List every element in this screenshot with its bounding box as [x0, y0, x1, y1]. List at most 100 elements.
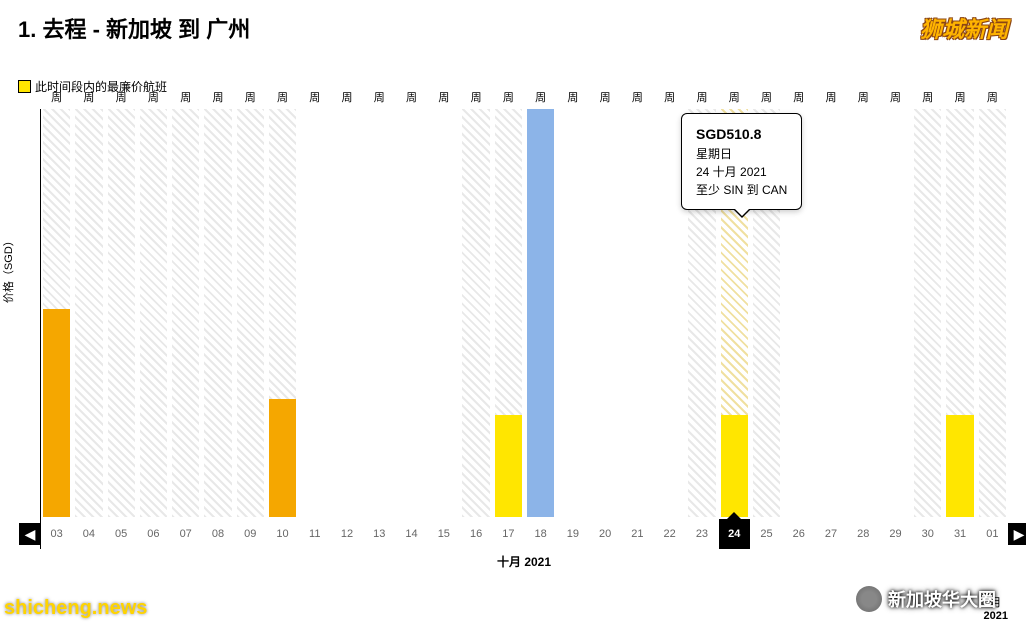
date-cell[interactable]: 19 — [557, 519, 588, 549]
bar-slot[interactable] — [590, 109, 621, 517]
date-cell[interactable]: 31 — [944, 519, 975, 549]
weekday-cell: 周 — [880, 89, 911, 105]
weekday-cell: 周 — [138, 89, 169, 105]
date-cell[interactable]: 12 — [331, 519, 362, 549]
date-cell[interactable]: 15 — [428, 519, 459, 549]
date-cell[interactable]: 03 — [41, 519, 72, 549]
date-cell[interactable]: 09 — [235, 519, 266, 549]
weekday-cell: 周 — [751, 89, 782, 105]
date-cell[interactable]: 17 — [493, 519, 524, 549]
tooltip-weekday: 星期日 — [696, 145, 787, 163]
date-cell[interactable]: 10 — [267, 519, 298, 549]
price-bar[interactable] — [946, 415, 973, 517]
bar-slot[interactable] — [41, 109, 72, 517]
weekday-cell: 周 — [460, 89, 491, 105]
bar-slot[interactable] — [428, 109, 459, 517]
weekday-cell: 周 — [364, 89, 395, 105]
bar-slot[interactable] — [73, 109, 104, 517]
price-bar[interactable] — [43, 309, 70, 517]
weekday-cell: 周 — [912, 89, 943, 105]
page-title: 1. 去程 - 新加坡 到 广州 — [18, 12, 250, 44]
bar-slot[interactable] — [267, 109, 298, 517]
date-cell[interactable]: 27 — [815, 519, 846, 549]
date-cell[interactable]: 26 — [783, 519, 814, 549]
tooltip-route: 至少 SIN 到 CAN — [696, 181, 787, 199]
weekday-cell: 周 — [525, 89, 556, 105]
date-cell[interactable]: 08 — [202, 519, 233, 549]
watermark-left: shicheng.news — [4, 597, 147, 620]
price-bar[interactable] — [721, 415, 748, 517]
watermark-right-text: 新加坡华大圈 — [888, 586, 996, 612]
bar-slot[interactable] — [396, 109, 427, 517]
weekday-cell: 周 — [396, 89, 427, 105]
bar-slot[interactable] — [331, 109, 362, 517]
weekday-cell: 周 — [557, 89, 588, 105]
date-cell[interactable]: 04 — [73, 519, 104, 549]
date-cell[interactable]: 21 — [622, 519, 653, 549]
date-cell[interactable]: 13 — [364, 519, 395, 549]
price-bar-chart: 价格（SGD） 周周周周周周周周周周周周周周周周周周周周周周周周周周周周周周 ◀… — [40, 109, 1008, 549]
date-cell[interactable]: 18 — [525, 519, 556, 549]
bar-background-hatch — [914, 109, 941, 517]
bar-slot[interactable] — [138, 109, 169, 517]
weekday-cell: 周 — [686, 89, 717, 105]
date-cell[interactable]: 25 — [751, 519, 782, 549]
price-bar[interactable] — [495, 415, 522, 517]
date-cell[interactable]: 01 — [977, 519, 1008, 549]
date-cell[interactable]: 29 — [880, 519, 911, 549]
bar-slot[interactable] — [622, 109, 653, 517]
bar-slot[interactable] — [202, 109, 233, 517]
date-cell[interactable]: 05 — [106, 519, 137, 549]
weekday-cell: 周 — [267, 89, 298, 105]
date-cell[interactable]: 11 — [299, 519, 330, 549]
bar-slot[interactable] — [880, 109, 911, 517]
weekday-cell: 周 — [331, 89, 362, 105]
bar-slot[interactable] — [170, 109, 201, 517]
tooltip-date: 24 十月 2021 — [696, 163, 787, 181]
weekday-cell: 周 — [590, 89, 621, 105]
weekday-cell: 周 — [622, 89, 653, 105]
weekday-cell: 周 — [944, 89, 975, 105]
date-cell[interactable]: 22 — [654, 519, 685, 549]
bar-slot[interactable] — [815, 109, 846, 517]
bar-slot[interactable] — [557, 109, 588, 517]
bar-slot[interactable] — [299, 109, 330, 517]
price-bar[interactable] — [527, 109, 554, 517]
bar-slot[interactable] — [977, 109, 1008, 517]
date-cell[interactable]: 23 — [686, 519, 717, 549]
bar-slot[interactable] — [912, 109, 943, 517]
bar-slot[interactable] — [525, 109, 556, 517]
bar-slot[interactable] — [106, 109, 137, 517]
bar-slot[interactable] — [848, 109, 879, 517]
date-cell[interactable]: 28 — [848, 519, 879, 549]
date-cell[interactable]: 30 — [912, 519, 943, 549]
date-cell[interactable]: 24 — [719, 519, 750, 549]
date-cell[interactable]: 20 — [590, 519, 621, 549]
bar-slot[interactable] — [235, 109, 266, 517]
bar-background-hatch — [979, 109, 1006, 517]
weekday-cell: 周 — [428, 89, 459, 105]
date-cell[interactable]: 14 — [396, 519, 427, 549]
bar-slot[interactable] — [460, 109, 491, 517]
bar-slot[interactable] — [364, 109, 395, 517]
bar-slot[interactable] — [493, 109, 524, 517]
bar-background-hatch — [75, 109, 102, 517]
chart-area: 周周周周周周周周周周周周周周周周周周周周周周周周周周周周周周 ◀ ▶ 03040… — [40, 109, 1008, 549]
bar-background-hatch — [204, 109, 231, 517]
bar-slot[interactable] — [944, 109, 975, 517]
weekday-cell: 周 — [170, 89, 201, 105]
weekday-cell: 周 — [41, 89, 72, 105]
tooltip-price: SGD510.8 — [696, 124, 787, 145]
next-button[interactable]: ▶ — [1008, 523, 1026, 545]
prev-button[interactable]: ◀ — [19, 523, 41, 545]
date-cell[interactable]: 07 — [170, 519, 201, 549]
bar-background-hatch — [237, 109, 264, 517]
brand-logo: 狮城新闻 — [920, 12, 1008, 44]
wechat-icon — [856, 586, 882, 612]
price-bar[interactable] — [269, 399, 296, 517]
date-cell[interactable]: 16 — [460, 519, 491, 549]
weekday-cell: 周 — [493, 89, 524, 105]
weekday-cell: 周 — [783, 89, 814, 105]
date-cell[interactable]: 06 — [138, 519, 169, 549]
weekday-cell: 周 — [977, 89, 1008, 105]
